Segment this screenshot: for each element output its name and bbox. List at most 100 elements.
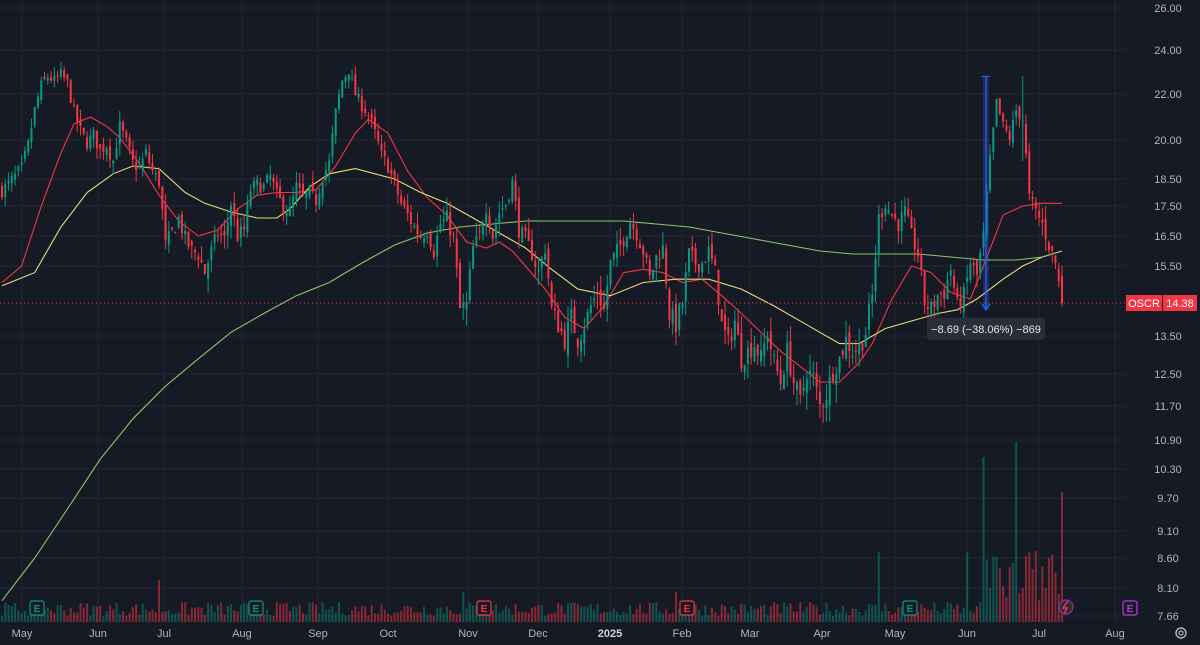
volume-bar [508, 608, 511, 622]
volume-bar [665, 609, 668, 622]
measure-label: −8.69 (−38.06%) −869 [931, 324, 1041, 336]
volume-bar [681, 612, 684, 622]
candle-body [668, 289, 671, 320]
candle-body [910, 216, 913, 229]
time-axis[interactable]: May Jun Jul Aug Sep Oct Nov Dec 2025 Feb Mar Apr May… [12, 628, 1125, 640]
price-tag: OSCR 14.38 [1126, 295, 1197, 311]
candle-body [36, 96, 40, 108]
earnings-event-icon[interactable]: E [1122, 600, 1138, 616]
price-axis-label: 24.00 [1154, 45, 1182, 57]
candle-body [328, 160, 331, 172]
lightning-icon[interactable] [1058, 599, 1074, 615]
candle-body [99, 144, 102, 149]
volume-bar [799, 602, 802, 622]
volume-bar [370, 605, 373, 622]
volume-bar [995, 556, 998, 622]
earnings-event-icon[interactable]: E [476, 600, 492, 616]
candle-body [23, 151, 26, 159]
volume-bar [688, 611, 691, 622]
candle-body [743, 365, 746, 373]
volume-bar [262, 614, 265, 622]
candle-body [1028, 151, 1031, 194]
earnings-event-icon[interactable]: E [902, 600, 918, 616]
candle-body [360, 96, 363, 112]
volume-bar [501, 610, 504, 622]
candle-body [946, 280, 949, 300]
candle-body [992, 127, 995, 153]
candle-body [864, 335, 867, 348]
candle-body [547, 248, 550, 279]
candle-body [403, 200, 406, 206]
volume-bar [233, 610, 236, 622]
volume-bar [308, 602, 311, 622]
time-axis-label: Jun [89, 628, 107, 640]
candle-body [341, 80, 344, 98]
time-axis-label: Oct [379, 628, 396, 640]
candle-body [347, 74, 350, 81]
volume-bar [351, 610, 354, 622]
volume-bar [141, 603, 144, 622]
candle-body [1011, 119, 1014, 143]
candle-body [1057, 268, 1060, 282]
candle-body [897, 219, 900, 232]
candle-body [841, 350, 844, 356]
candle-body [724, 314, 727, 331]
volume-bar [275, 602, 278, 622]
price-range-measure[interactable]: −8.69 (−38.06%) −869 [927, 75, 1045, 340]
volume-bar [632, 614, 635, 622]
volume-bar [701, 615, 704, 622]
volume-bar [282, 603, 285, 622]
candle-body [194, 249, 197, 253]
volume-bar [652, 603, 655, 622]
earnings-event-icon[interactable]: E [29, 600, 45, 616]
volume-bar [187, 614, 190, 622]
candle-body [756, 344, 759, 356]
candle-body [243, 226, 246, 230]
candle-body [442, 218, 445, 222]
volume-bar [167, 610, 170, 622]
volume-bar [390, 615, 393, 622]
candle-body [524, 227, 527, 232]
earnings-event-icon[interactable]: E [248, 600, 264, 616]
price-axis-label: 22.00 [1154, 89, 1182, 101]
volume-bar [459, 613, 462, 622]
volume-bar [406, 605, 409, 622]
candle-body [478, 231, 481, 233]
volume-bar [498, 613, 501, 622]
volume-bar [301, 613, 305, 622]
volume-bar [164, 611, 167, 622]
volume-bar [423, 606, 426, 622]
volume-bar [17, 610, 20, 622]
volume-bar [753, 609, 756, 622]
candle-body [30, 128, 33, 143]
candle-body [658, 259, 661, 261]
candle-body [1008, 131, 1011, 140]
candle-body [141, 158, 144, 171]
candle-body [1038, 210, 1041, 218]
price-axis[interactable]: 26.00 24.00 22.00 20.00 18.50 17.50 16.50 15.50… [1154, 3, 1182, 623]
volume-bar [710, 607, 713, 622]
time-axis-label: Apr [813, 628, 830, 640]
price-tag-value: 14.38 [1166, 298, 1194, 310]
volume-bar [468, 603, 471, 622]
candle-body [792, 377, 795, 384]
price-axis-label: 18.50 [1154, 174, 1182, 186]
volume-bar [432, 615, 435, 622]
candle-body [27, 140, 30, 153]
volume-bar [576, 604, 579, 622]
candle-body [511, 179, 514, 203]
candle-body [933, 300, 936, 308]
candle-body [678, 304, 681, 330]
earnings-event-icon[interactable]: E [679, 600, 695, 616]
price-axis-label: 12.50 [1154, 369, 1182, 381]
volume-bar [946, 602, 949, 622]
volume-bar [66, 615, 69, 622]
candle-body [17, 166, 20, 171]
volume-bar [383, 609, 386, 622]
candle-body [331, 133, 334, 157]
chart-settings-icon[interactable] [1175, 627, 1187, 639]
candle-body [210, 246, 213, 261]
time-axis-label: Nov [458, 628, 478, 640]
candle-body [913, 228, 916, 250]
